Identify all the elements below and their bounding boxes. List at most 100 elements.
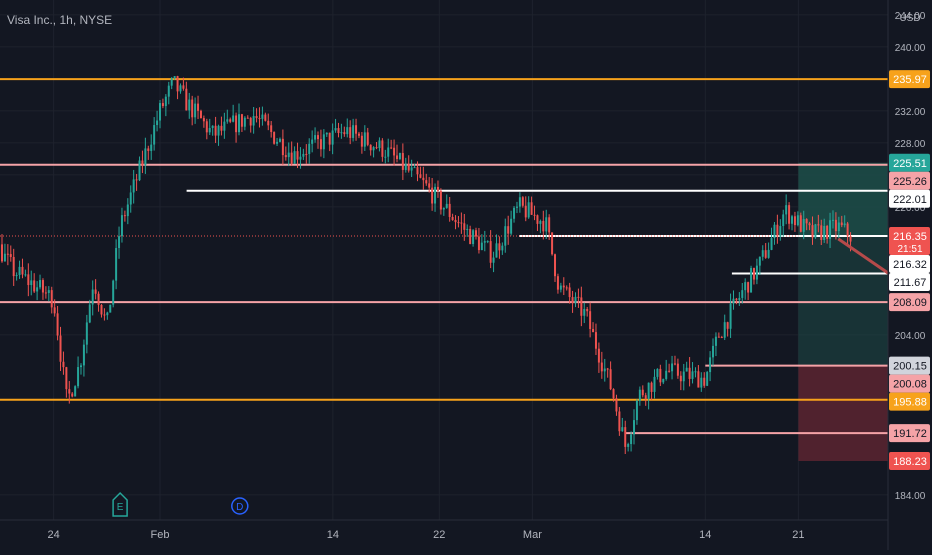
candle	[613, 389, 615, 398]
candle	[197, 104, 199, 111]
candle	[434, 187, 436, 204]
candle	[218, 126, 220, 136]
candle	[574, 297, 576, 303]
candle	[773, 225, 775, 238]
price-tag-value: 235.97	[893, 74, 927, 86]
candle	[200, 111, 202, 118]
candle	[803, 219, 805, 232]
price-tag-value: 216.32	[893, 259, 927, 271]
event-letter: D	[236, 502, 243, 513]
candle	[241, 114, 243, 127]
candle	[115, 248, 117, 281]
candle	[428, 183, 430, 187]
candle	[7, 254, 9, 255]
candle	[136, 179, 138, 180]
candle	[557, 276, 559, 289]
candle	[402, 153, 404, 170]
candle	[692, 371, 694, 379]
candle	[416, 167, 418, 174]
candle	[106, 313, 108, 316]
candle	[542, 221, 544, 231]
candle	[267, 121, 269, 126]
candle	[504, 226, 506, 245]
y-tick-label: 184.00	[895, 491, 926, 502]
candle	[141, 161, 143, 166]
target-zone	[798, 163, 888, 236]
candle	[98, 294, 100, 305]
candle	[127, 205, 129, 217]
x-tick-label: 14	[327, 529, 339, 541]
candle	[452, 217, 454, 220]
candle	[431, 188, 433, 204]
candle	[750, 268, 752, 292]
candle	[569, 287, 571, 297]
candle	[484, 241, 486, 243]
candle	[147, 148, 149, 151]
price-tag-value: 191.72	[893, 428, 927, 440]
candle	[144, 148, 146, 165]
candle	[718, 337, 720, 338]
candle	[648, 383, 650, 399]
candle	[463, 223, 465, 230]
candle	[618, 411, 620, 431]
y-tick-label: 240.00	[895, 43, 926, 54]
candle	[42, 280, 44, 292]
candle	[563, 286, 565, 288]
candle	[715, 337, 717, 346]
candle	[60, 336, 62, 362]
candle	[54, 307, 56, 313]
x-tick-label: 24	[47, 529, 59, 541]
candle	[662, 379, 664, 382]
candle	[92, 289, 94, 304]
candle	[724, 322, 726, 338]
candle	[443, 208, 445, 210]
candle	[806, 219, 808, 223]
candle	[794, 216, 796, 225]
candle	[507, 226, 509, 233]
candle	[636, 401, 638, 420]
candle	[674, 363, 676, 364]
candle	[478, 236, 480, 250]
candle	[396, 155, 398, 159]
candle	[548, 217, 550, 232]
candle	[411, 167, 413, 170]
candle	[100, 305, 102, 315]
candle	[776, 225, 778, 237]
candle	[343, 132, 345, 134]
candle	[653, 377, 655, 392]
candle	[89, 305, 91, 323]
candle	[57, 313, 59, 335]
candle	[440, 191, 442, 210]
candle	[223, 122, 225, 131]
candle	[387, 147, 389, 156]
candle	[759, 257, 761, 266]
candle	[118, 236, 120, 248]
candle	[531, 202, 533, 215]
candle	[346, 127, 348, 134]
candle	[501, 246, 503, 251]
candle	[378, 140, 380, 148]
x-tick-label: 21	[792, 529, 804, 541]
candle	[554, 254, 556, 276]
candle	[645, 395, 647, 399]
candle	[519, 197, 521, 206]
candle	[779, 226, 781, 237]
candle	[335, 128, 337, 130]
candle	[33, 280, 35, 291]
candle	[800, 215, 802, 232]
candle	[62, 362, 64, 367]
candle	[194, 104, 196, 118]
candle	[393, 148, 395, 156]
candle	[13, 257, 15, 276]
candle	[288, 153, 290, 158]
candle	[469, 229, 471, 244]
candle	[756, 266, 758, 280]
candle	[24, 274, 26, 275]
candle	[36, 287, 38, 291]
candle	[340, 132, 342, 133]
candle	[592, 329, 594, 332]
candle	[525, 206, 527, 218]
candle	[182, 85, 184, 88]
